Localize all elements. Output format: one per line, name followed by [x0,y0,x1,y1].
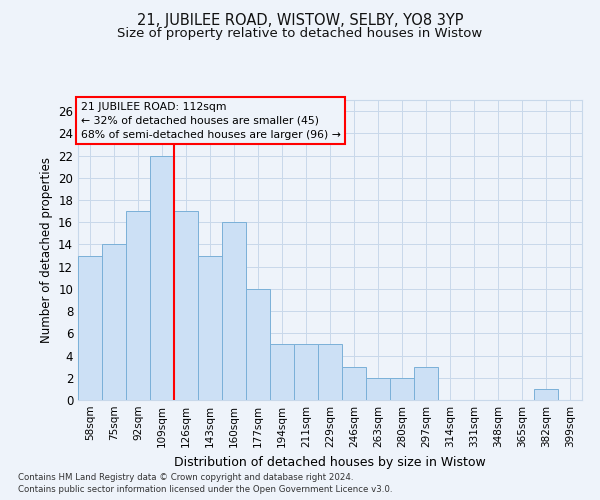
Text: Distribution of detached houses by size in Wistow: Distribution of detached houses by size … [174,456,486,469]
Bar [246,289,270,400]
Bar [534,389,558,400]
Text: 21, JUBILEE ROAD, WISTOW, SELBY, YO8 3YP: 21, JUBILEE ROAD, WISTOW, SELBY, YO8 3YP [137,12,463,28]
Bar [390,378,414,400]
Text: Contains HM Land Registry data © Crown copyright and database right 2024.: Contains HM Land Registry data © Crown c… [18,473,353,482]
Y-axis label: Number of detached properties: Number of detached properties [40,157,53,343]
Bar [126,211,150,400]
Bar [270,344,294,400]
Text: Size of property relative to detached houses in Wistow: Size of property relative to detached ho… [118,28,482,40]
Bar [174,211,198,400]
Bar [222,222,246,400]
Bar [294,344,318,400]
Bar [318,344,342,400]
Text: 21 JUBILEE ROAD: 112sqm
← 32% of detached houses are smaller (45)
68% of semi-de: 21 JUBILEE ROAD: 112sqm ← 32% of detache… [80,102,340,140]
Bar [102,244,126,400]
Bar [78,256,102,400]
Text: Contains public sector information licensed under the Open Government Licence v3: Contains public sector information licen… [18,484,392,494]
Bar [342,366,366,400]
Bar [366,378,390,400]
Bar [414,366,438,400]
Bar [198,256,222,400]
Bar [150,156,174,400]
